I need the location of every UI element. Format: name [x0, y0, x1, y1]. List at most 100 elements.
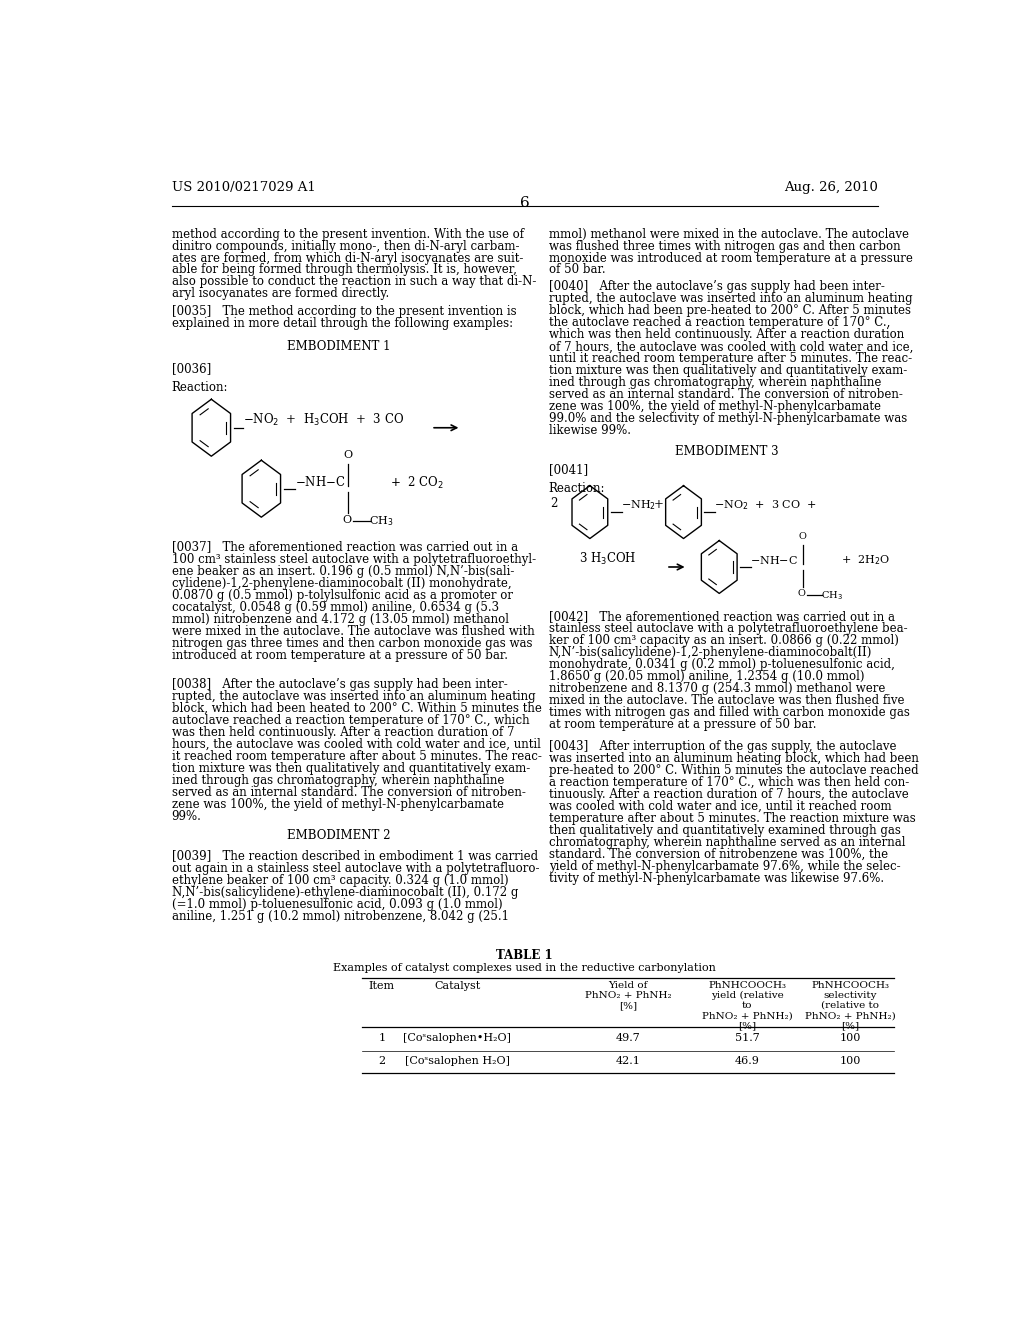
Text: (=1.0 mmol) p-toluenesulfonic acid, 0.093 g (1.0 mmol): (=1.0 mmol) p-toluenesulfonic acid, 0.09… — [172, 898, 503, 911]
Text: it reached room temperature after about 5 minutes. The reac-: it reached room temperature after about … — [172, 750, 542, 763]
Text: ates are formed, from which di-N-aryl isocyanates are suit-: ates are formed, from which di-N-aryl is… — [172, 252, 523, 264]
Text: yield (relative: yield (relative — [711, 991, 783, 1001]
Text: 49.7: 49.7 — [615, 1032, 640, 1043]
Text: Yield of: Yield of — [608, 981, 647, 990]
Text: tion mixture was then qualitatively and quantitatively exam-: tion mixture was then qualitatively and … — [549, 364, 907, 378]
Text: 51.7: 51.7 — [734, 1032, 760, 1043]
Text: [0041]: [0041] — [549, 463, 588, 477]
Text: autoclave reached a reaction temperature of 170° C., which: autoclave reached a reaction temperature… — [172, 714, 529, 727]
Text: [0042]   The aforementioned reaction was carried out in a: [0042] The aforementioned reaction was c… — [549, 610, 895, 623]
Text: 1: 1 — [379, 1032, 385, 1043]
Text: rupted, the autoclave was inserted into an aluminum heating: rupted, the autoclave was inserted into … — [549, 292, 912, 305]
Text: ker of 100 cm³ capacity as an insert. 0.0866 g (0.22 mmol): ker of 100 cm³ capacity as an insert. 0.… — [549, 634, 898, 647]
Text: at room temperature at a pressure of 50 bar.: at room temperature at a pressure of 50 … — [549, 718, 816, 731]
Text: mixed in the autoclave. The autoclave was then flushed five: mixed in the autoclave. The autoclave wa… — [549, 693, 904, 706]
Text: O: O — [342, 515, 351, 525]
Text: 42.1: 42.1 — [615, 1056, 640, 1065]
Text: $-$NH$-$C: $-$NH$-$C — [295, 475, 345, 488]
Text: PhNO₂ + PhNH₂): PhNO₂ + PhNH₂) — [805, 1011, 896, 1020]
Text: 2: 2 — [550, 498, 558, 511]
Text: US 2010/0217029 A1: US 2010/0217029 A1 — [172, 181, 315, 194]
Text: 100: 100 — [840, 1056, 861, 1065]
Text: Catalyst: Catalyst — [434, 981, 480, 991]
Text: [Coˢsalophen H₂O]: [Coˢsalophen H₂O] — [404, 1056, 510, 1065]
Text: aniline, 1.251 g (10.2 mmol) nitrobenzene, 8.042 g (25.1: aniline, 1.251 g (10.2 mmol) nitrobenzen… — [172, 909, 509, 923]
Text: 3 H$_3$COH: 3 H$_3$COH — [579, 550, 636, 566]
Text: method according to the present invention. With the use of: method according to the present inventio… — [172, 227, 523, 240]
Text: nitrogen gas three times and then carbon monoxide gas was: nitrogen gas three times and then carbon… — [172, 636, 532, 649]
Text: likewise 99%.: likewise 99%. — [549, 424, 631, 437]
Text: Reaction:: Reaction: — [172, 381, 228, 393]
Text: to: to — [741, 1001, 753, 1010]
Text: cylidene)-1,2-phenylene-diaminocobalt (II) monohydrate,: cylidene)-1,2-phenylene-diaminocobalt (I… — [172, 577, 511, 590]
Text: +: + — [653, 499, 664, 511]
Text: ined through gas chromatography, wherein naphthaline: ined through gas chromatography, wherein… — [172, 774, 504, 787]
Text: then qualitatively and quantitatively examined through gas: then qualitatively and quantitatively ex… — [549, 824, 900, 837]
Text: dinitro compounds, initially mono-, then di-N-aryl carbam-: dinitro compounds, initially mono-, then… — [172, 239, 519, 252]
Text: able for being formed through thermolysis. It is, however,: able for being formed through thermolysi… — [172, 264, 516, 276]
Text: pre-heated to 200° C. Within 5 minutes the autoclave reached: pre-heated to 200° C. Within 5 minutes t… — [549, 764, 919, 776]
Text: [0038]   After the autoclave’s gas supply had been inter-: [0038] After the autoclave’s gas supply … — [172, 677, 508, 690]
Text: was cooled with cold water and ice, until it reached room: was cooled with cold water and ice, unti… — [549, 800, 891, 813]
Text: 100 cm³ stainless steel autoclave with a polytetrafluoroethyl-: 100 cm³ stainless steel autoclave with a… — [172, 553, 536, 565]
Text: Examples of catalyst complexes used in the reductive carbonylation: Examples of catalyst complexes used in t… — [334, 964, 716, 973]
Text: $-$NO$_2$  +  3 CO  +: $-$NO$_2$ + 3 CO + — [715, 498, 817, 512]
Text: N,N’-bis(salicylidene)-1,2-phenylene-diaminocobalt(II): N,N’-bis(salicylidene)-1,2-phenylene-dia… — [549, 645, 872, 659]
Text: [0040]   After the autoclave’s gas supply had been inter-: [0040] After the autoclave’s gas supply … — [549, 280, 885, 293]
Text: $-$NO$_2$  +  H$_3$COH  +  3 CO: $-$NO$_2$ + H$_3$COH + 3 CO — [243, 412, 404, 428]
Text: explained in more detail through the following examples:: explained in more detail through the fol… — [172, 317, 513, 330]
Text: nitrobenzene and 8.1370 g (254.3 mmol) methanol were: nitrobenzene and 8.1370 g (254.3 mmol) m… — [549, 681, 885, 694]
Text: was then held continuously. After a reaction duration of 7: was then held continuously. After a reac… — [172, 726, 514, 739]
Text: monoxide was introduced at room temperature at a pressure: monoxide was introduced at room temperat… — [549, 252, 912, 264]
Text: 100: 100 — [840, 1032, 861, 1043]
Text: temperature after about 5 minutes. The reaction mixture was: temperature after about 5 minutes. The r… — [549, 812, 915, 825]
Text: the autoclave reached a reaction temperature of 170° C.,: the autoclave reached a reaction tempera… — [549, 317, 890, 330]
Text: O: O — [797, 589, 805, 598]
Text: zene was 100%, the yield of methyl-N-phenylcarbamate: zene was 100%, the yield of methyl-N-phe… — [172, 797, 504, 810]
Text: [%]: [%] — [618, 1001, 637, 1010]
Text: 1.8650 g (20.05 mmol) aniline, 1.2354 g (10.0 mmol): 1.8650 g (20.05 mmol) aniline, 1.2354 g … — [549, 669, 864, 682]
Text: $+$  2H$_2$O: $+$ 2H$_2$O — [841, 553, 890, 566]
Text: 2: 2 — [379, 1056, 385, 1065]
Text: O: O — [344, 450, 353, 461]
Text: PhNO₂ + PhNH₂): PhNO₂ + PhNH₂) — [701, 1011, 793, 1020]
Text: 99.0% and the selectivity of methyl-N-phenylcarbamate was: 99.0% and the selectivity of methyl-N-ph… — [549, 412, 907, 425]
Text: [0037]   The aforementioned reaction was carried out in a: [0037] The aforementioned reaction was c… — [172, 541, 518, 553]
Text: served as an internal standard. The conversion of nitroben-: served as an internal standard. The conv… — [172, 785, 525, 799]
Text: of 50 bar.: of 50 bar. — [549, 264, 605, 276]
Text: also possible to conduct the reaction in such a way that di-N-: also possible to conduct the reaction in… — [172, 276, 536, 289]
Text: stainless steel autoclave with a polytetrafluoroethylene bea-: stainless steel autoclave with a polytet… — [549, 622, 907, 635]
Text: block, which had been pre-heated to 200° C. After 5 minutes: block, which had been pre-heated to 200°… — [549, 305, 910, 317]
Text: ined through gas chromatography, wherein naphthaline: ined through gas chromatography, wherein… — [549, 376, 881, 389]
Text: Reaction:: Reaction: — [549, 482, 605, 495]
Text: ethylene beaker of 100 cm³ capacity. 0.324 g (1.0 mmol): ethylene beaker of 100 cm³ capacity. 0.3… — [172, 874, 508, 887]
Text: until it reached room temperature after 5 minutes. The reac-: until it reached room temperature after … — [549, 352, 911, 366]
Text: served as an internal standard. The conversion of nitroben-: served as an internal standard. The conv… — [549, 388, 902, 401]
Text: [Coˢsalophen•H₂O]: [Coˢsalophen•H₂O] — [403, 1032, 511, 1043]
Text: aryl isocyanates are formed directly.: aryl isocyanates are formed directly. — [172, 288, 389, 301]
Text: yield of methyl-N-phenylcarbamate 97.6%, while the selec-: yield of methyl-N-phenylcarbamate 97.6%,… — [549, 859, 900, 873]
Text: $-$NH$-$C: $-$NH$-$C — [751, 554, 798, 566]
Text: 46.9: 46.9 — [734, 1056, 760, 1065]
Text: a reaction temperature of 170° C., which was then held con-: a reaction temperature of 170° C., which… — [549, 776, 909, 789]
Text: $+$  2 CO$_2$: $+$ 2 CO$_2$ — [390, 475, 443, 491]
Text: $-$NH$_2$: $-$NH$_2$ — [621, 498, 655, 512]
Text: rupted, the autoclave was inserted into an aluminum heating: rupted, the autoclave was inserted into … — [172, 690, 536, 702]
Text: Aug. 26, 2010: Aug. 26, 2010 — [784, 181, 878, 194]
Text: tion mixture was then qualitatively and quantitatively exam-: tion mixture was then qualitatively and … — [172, 762, 529, 775]
Text: was flushed three times with nitrogen gas and then carbon: was flushed three times with nitrogen ga… — [549, 239, 900, 252]
Text: which was then held continuously. After a reaction duration: which was then held continuously. After … — [549, 329, 904, 342]
Text: out again in a stainless steel autoclave with a polytetrafluoro-: out again in a stainless steel autoclave… — [172, 862, 540, 875]
Text: EMBODIMENT 3: EMBODIMENT 3 — [676, 445, 779, 458]
Text: 0.0870 g (0.5 mmol) p-tolylsulfonic acid as a promoter or: 0.0870 g (0.5 mmol) p-tolylsulfonic acid… — [172, 589, 513, 602]
Text: 99%.: 99%. — [172, 809, 202, 822]
Text: O: O — [799, 532, 807, 541]
Text: N,N’-bis(salicylidene)-ethylene-diaminocobalt (II), 0.172 g: N,N’-bis(salicylidene)-ethylene-diaminoc… — [172, 886, 518, 899]
Text: cocatalyst, 0.0548 g (0.59 mmol) aniline, 0.6534 g (5.3: cocatalyst, 0.0548 g (0.59 mmol) aniline… — [172, 601, 499, 614]
Text: tinuously. After a reaction duration of 7 hours, the autoclave: tinuously. After a reaction duration of … — [549, 788, 908, 801]
Text: Item: Item — [369, 981, 395, 991]
Text: zene was 100%, the yield of methyl-N-phenylcarbamate: zene was 100%, the yield of methyl-N-phe… — [549, 400, 881, 413]
Text: of 7 hours, the autoclave was cooled with cold water and ice,: of 7 hours, the autoclave was cooled wit… — [549, 341, 913, 354]
Text: ene beaker as an insert. 0.196 g (0.5 mmol) N,N’-bis(sali-: ene beaker as an insert. 0.196 g (0.5 mm… — [172, 565, 514, 578]
Text: standard. The conversion of nitrobenzene was 100%, the: standard. The conversion of nitrobenzene… — [549, 847, 888, 861]
